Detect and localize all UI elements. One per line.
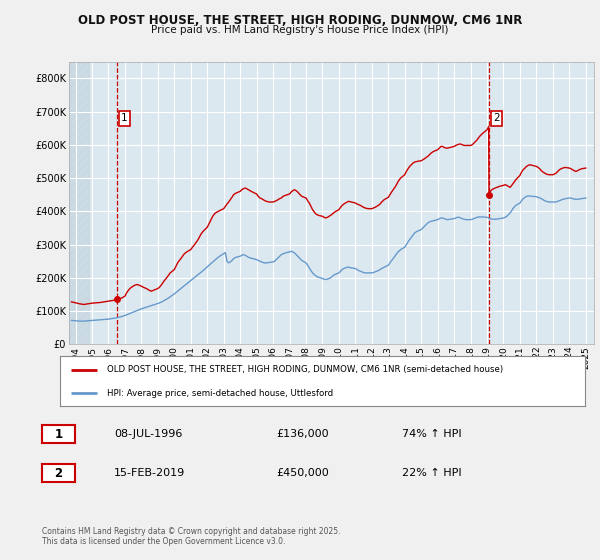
- Text: OLD POST HOUSE, THE STREET, HIGH RODING, DUNMOW, CM6 1NR: OLD POST HOUSE, THE STREET, HIGH RODING,…: [78, 14, 522, 27]
- Text: Price paid vs. HM Land Registry's House Price Index (HPI): Price paid vs. HM Land Registry's House …: [151, 25, 449, 35]
- Text: 22% ↑ HPI: 22% ↑ HPI: [402, 468, 461, 478]
- Bar: [69, 62, 89, 344]
- Text: 08-JUL-1996: 08-JUL-1996: [114, 429, 182, 439]
- Text: 2: 2: [493, 113, 500, 123]
- Text: HPI: Average price, semi-detached house, Uttlesford: HPI: Average price, semi-detached house,…: [107, 389, 334, 398]
- Text: 2: 2: [55, 466, 62, 480]
- Text: 74% ↑ HPI: 74% ↑ HPI: [402, 429, 461, 439]
- Text: £450,000: £450,000: [276, 468, 329, 478]
- Text: 1: 1: [55, 427, 62, 441]
- Text: 15-FEB-2019: 15-FEB-2019: [114, 468, 185, 478]
- Text: Contains HM Land Registry data © Crown copyright and database right 2025.
This d: Contains HM Land Registry data © Crown c…: [42, 526, 341, 546]
- Text: £136,000: £136,000: [276, 429, 329, 439]
- Text: 1: 1: [121, 113, 128, 123]
- Text: OLD POST HOUSE, THE STREET, HIGH RODING, DUNMOW, CM6 1NR (semi-detached house): OLD POST HOUSE, THE STREET, HIGH RODING,…: [107, 365, 503, 374]
